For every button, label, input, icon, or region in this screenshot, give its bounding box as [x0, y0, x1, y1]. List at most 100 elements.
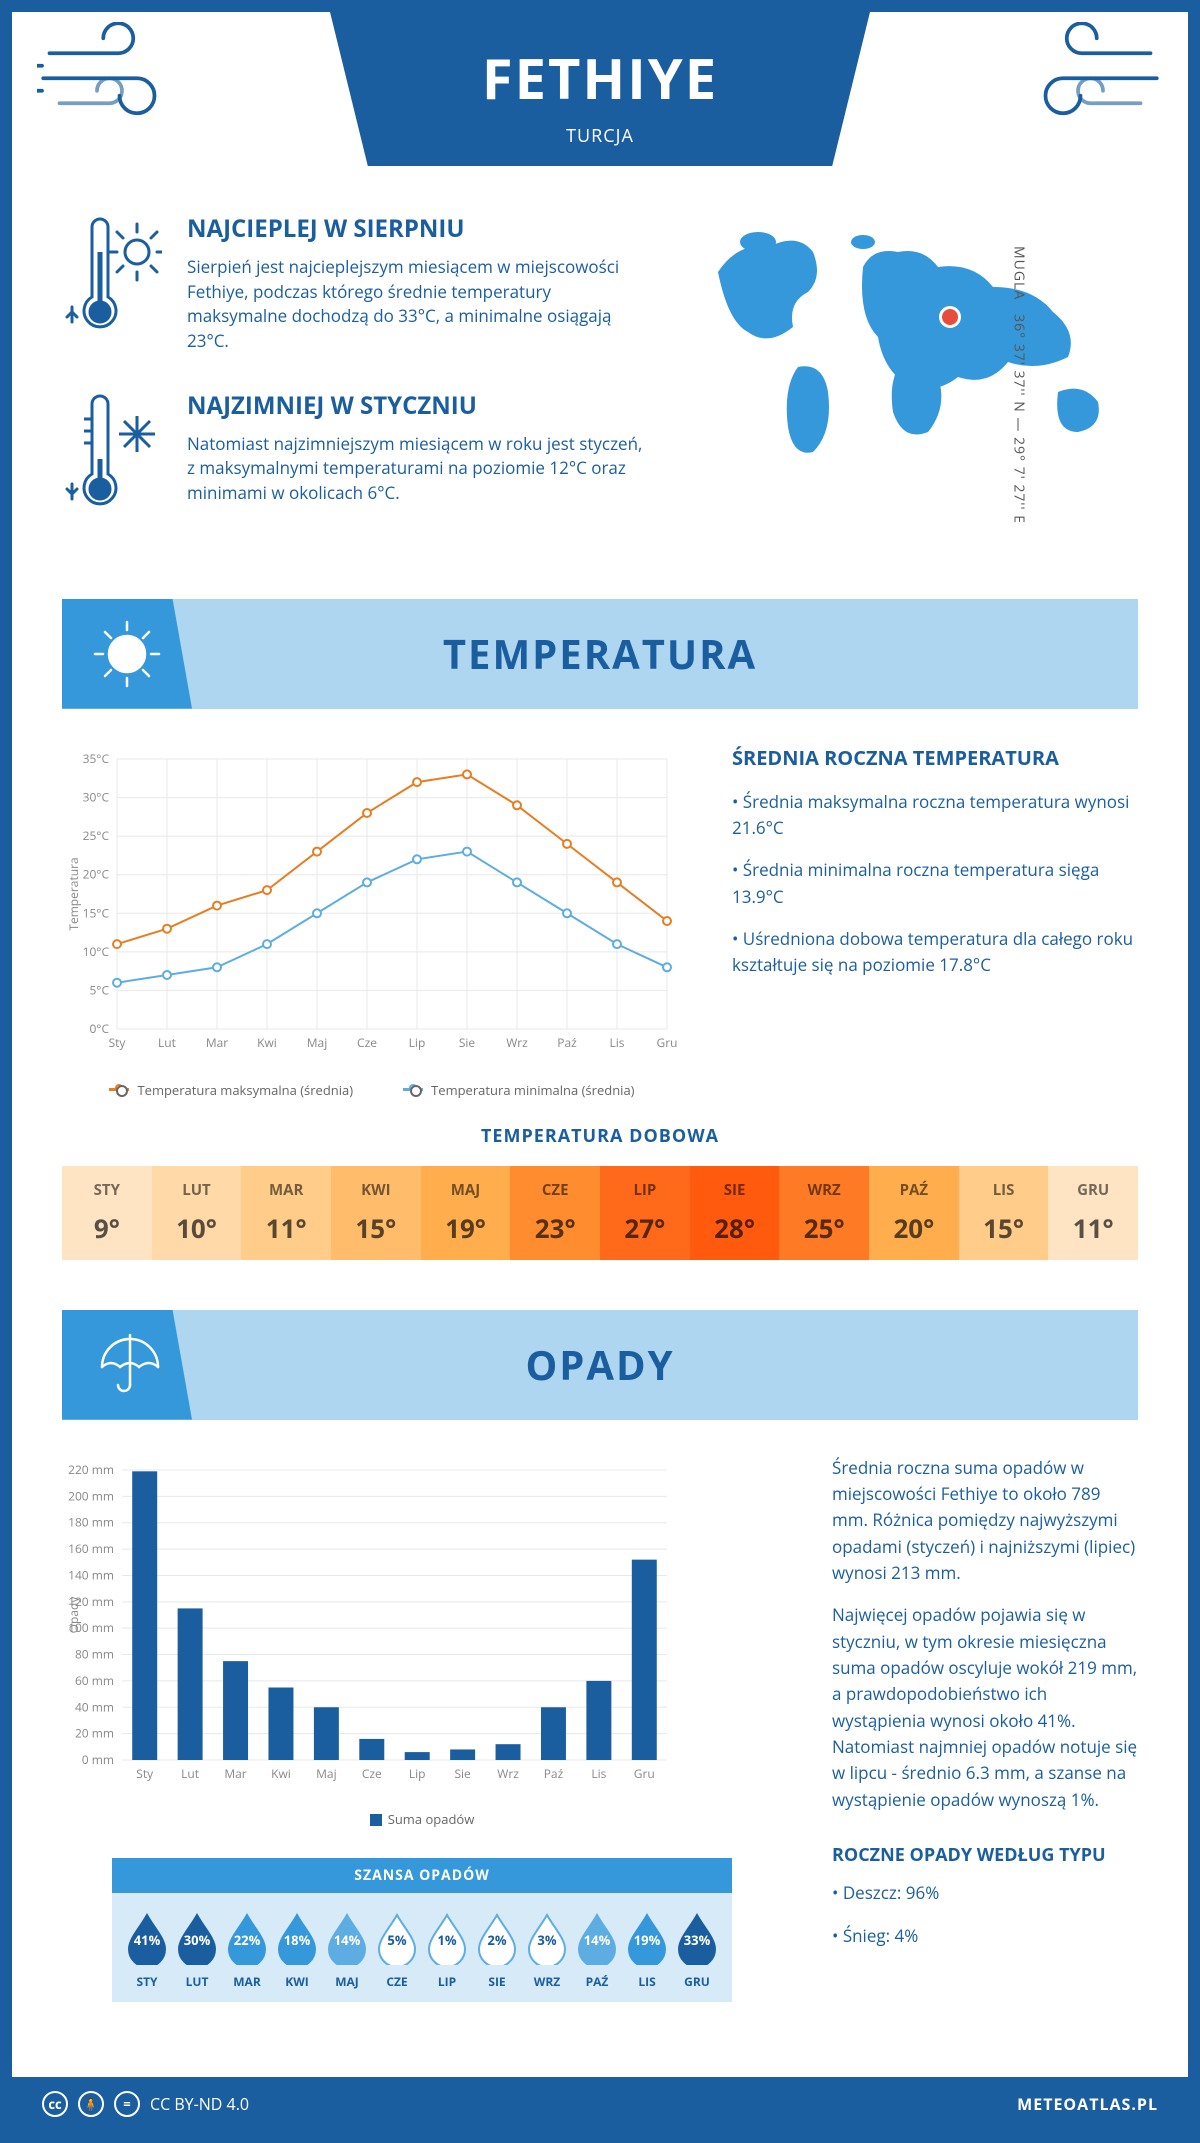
- temp-cell: LUT10°: [152, 1166, 242, 1260]
- svg-text:Temperatura: Temperatura: [65, 857, 82, 930]
- rain-chance-cell: 3% WRZ: [522, 1911, 572, 1990]
- svg-text:25°C: 25°C: [83, 827, 110, 844]
- rain-chance-cell: 30% LUT: [172, 1911, 222, 1990]
- umbrella-icon: [62, 1310, 192, 1420]
- svg-text:Lut: Lut: [158, 1034, 176, 1051]
- city-name: FETHIYE: [330, 40, 870, 116]
- wind-icon: [37, 22, 187, 140]
- coldest-block: NAJZIMNIEJ W STYCZNIU Natomiast najzimni…: [62, 389, 648, 524]
- svg-text:Gru: Gru: [657, 1034, 678, 1051]
- temp-summary: ŚREDNIA ROCZNA TEMPERATURA • Średnia mak…: [732, 744, 1138, 1099]
- intro-section: NAJCIEPLEJ W SIERPNIU Sierpień jest najc…: [12, 182, 1188, 599]
- temp-cell: STY9°: [62, 1166, 152, 1260]
- warmest-title: NAJCIEPLEJ W SIERPNIU: [187, 212, 648, 245]
- svg-text:Kwi: Kwi: [257, 1034, 277, 1051]
- temp-cell: LIS15°: [959, 1166, 1049, 1260]
- rain-chance-cell: 18% KWI: [272, 1911, 322, 1990]
- svg-text:Lis: Lis: [609, 1034, 624, 1051]
- svg-text:Maj: Maj: [307, 1034, 328, 1051]
- svg-text:Gru: Gru: [634, 1765, 655, 1782]
- daily-temp-title: TEMPERATURA DOBOWA: [62, 1124, 1138, 1148]
- temp-cell: CZE23°: [510, 1166, 600, 1260]
- footer: cc 🧍 = CC BY-ND 4.0 METEOATLAS.PL: [12, 2077, 1188, 2131]
- svg-text:Paź: Paź: [544, 1765, 564, 1782]
- temp-cell: GRU11°: [1048, 1166, 1138, 1260]
- rain-banner: OPADY: [62, 1310, 1138, 1420]
- rain-text-1: Średnia roczna suma opadów w miejscowośc…: [832, 1455, 1138, 1587]
- temp-cell: MAR11°: [241, 1166, 331, 1260]
- svg-text:5°C: 5°C: [89, 981, 109, 998]
- by-icon: 🧍: [78, 2091, 104, 2117]
- svg-text:140 mm: 140 mm: [68, 1566, 114, 1583]
- coldest-title: NAJZIMNIEJ W STYCZNIU: [187, 389, 648, 422]
- rain-title: OPADY: [525, 1337, 674, 1392]
- svg-text:Lip: Lip: [409, 1765, 426, 1782]
- temperature-title: TEMPERATURA: [443, 626, 757, 681]
- svg-text:Maj: Maj: [316, 1765, 337, 1782]
- world-map: MUGLA 36° 37' 37'' N — 29° 7' 27'' E: [688, 212, 1138, 559]
- svg-text:Wrz: Wrz: [506, 1034, 528, 1051]
- temp-bullet: • Uśredniona dobowa temperatura dla całe…: [732, 926, 1138, 979]
- svg-text:Lut: Lut: [181, 1765, 199, 1782]
- svg-text:40 mm: 40 mm: [75, 1698, 114, 1715]
- thermometer-sun-icon: [62, 212, 162, 354]
- title-ribbon: FETHIYE TURCJA: [330, 12, 870, 166]
- svg-text:35°C: 35°C: [83, 750, 110, 767]
- rain-chance-cell: 33% GRU: [672, 1911, 722, 1990]
- rain-chance-cell: 14% PAŹ: [572, 1911, 622, 1990]
- svg-text:10°C: 10°C: [83, 942, 110, 959]
- temp-cell: LIP27°: [600, 1166, 690, 1260]
- temp-line-chart: 0°C5°C10°C15°C20°C25°C30°C35°CStyLutMarK…: [62, 744, 682, 1099]
- wind-icon: [1013, 22, 1163, 140]
- sun-icon: [62, 599, 192, 709]
- svg-text:180 mm: 180 mm: [68, 1513, 114, 1530]
- rain-types-title: ROCZNE OPADY WEDŁUG TYPU: [832, 1843, 1138, 1867]
- svg-text:Paź: Paź: [557, 1034, 577, 1051]
- rain-chance-cell: 19% LIS: [622, 1911, 672, 1990]
- svg-text:Sty: Sty: [109, 1034, 127, 1051]
- rain-chance-cell: 5% CZE: [372, 1911, 422, 1990]
- svg-text:Sty: Sty: [136, 1765, 154, 1782]
- rain-type-snow: • Śnieg: 4%: [832, 1922, 1138, 1949]
- temp-summary-title: ŚREDNIA ROCZNA TEMPERATURA: [732, 744, 1138, 771]
- rain-chance-cell: 22% MAR: [222, 1911, 272, 1990]
- rain-chance-cell: 14% MAJ: [322, 1911, 372, 1990]
- header: FETHIYE TURCJA: [12, 12, 1188, 182]
- rain-bar-chart: 0 mm20 mm40 mm60 mm80 mm100 mm120 mm140 …: [62, 1455, 782, 1828]
- svg-text:80 mm: 80 mm: [75, 1645, 114, 1662]
- license: cc 🧍 = CC BY-ND 4.0: [42, 2091, 249, 2117]
- rain-chance-cell: 2% SIE: [472, 1911, 522, 1990]
- svg-text:200 mm: 200 mm: [68, 1487, 114, 1504]
- svg-text:Wrz: Wrz: [497, 1765, 519, 1782]
- page: FETHIYE TURCJA: [0, 0, 1200, 2143]
- rain-chance-box: SZANSA OPADÓW 41% STY 30% LUT 22% MAR 18…: [112, 1858, 732, 2002]
- line-legend: Temperatura maksymalna (średnia) Tempera…: [62, 1081, 682, 1099]
- temp-bullet: • Średnia maksymalna roczna temperatura …: [732, 789, 1138, 842]
- rain-types: ROCZNE OPADY WEDŁUG TYPU • Deszcz: 96% •…: [832, 1843, 1138, 1949]
- warmest-text: Sierpień jest najcieplejszym miesiącem w…: [187, 255, 648, 354]
- rain-chart-row: 0 mm20 mm40 mm60 mm80 mm100 mm120 mm140 …: [12, 1420, 1188, 2027]
- temperature-banner: TEMPERATURA: [62, 599, 1138, 709]
- bar-legend: Suma opadów: [62, 1810, 782, 1828]
- rain-chance-cell: 1% LIP: [422, 1911, 472, 1990]
- svg-text:Cze: Cze: [357, 1034, 377, 1051]
- site-name: METEOATLAS.PL: [1017, 2093, 1158, 2115]
- temp-cell: MAJ19°: [421, 1166, 511, 1260]
- svg-text:20°C: 20°C: [83, 865, 110, 882]
- rain-chance-title: SZANSA OPADÓW: [112, 1858, 732, 1893]
- svg-text:Lis: Lis: [591, 1765, 606, 1782]
- temp-cell: PAŹ20°: [869, 1166, 959, 1260]
- svg-text:160 mm: 160 mm: [68, 1540, 114, 1557]
- svg-text:0 mm: 0 mm: [82, 1751, 114, 1768]
- svg-text:30°C: 30°C: [83, 788, 110, 805]
- svg-text:Kwi: Kwi: [271, 1765, 291, 1782]
- country-name: TURCJA: [330, 124, 870, 148]
- coordinates: MUGLA 36° 37' 37'' N — 29° 7' 27'' E: [1010, 246, 1029, 524]
- svg-text:15°C: 15°C: [83, 904, 110, 921]
- svg-text:60 mm: 60 mm: [75, 1671, 114, 1688]
- rain-chance-cell: 41% STY: [122, 1911, 172, 1990]
- svg-text:Mar: Mar: [224, 1765, 246, 1782]
- warmest-block: NAJCIEPLEJ W SIERPNIU Sierpień jest najc…: [62, 212, 648, 354]
- svg-text:0°C: 0°C: [89, 1020, 109, 1037]
- daily-temp-section: TEMPERATURA DOBOWA STY9°LUT10°MAR11°KWI1…: [12, 1124, 1188, 1310]
